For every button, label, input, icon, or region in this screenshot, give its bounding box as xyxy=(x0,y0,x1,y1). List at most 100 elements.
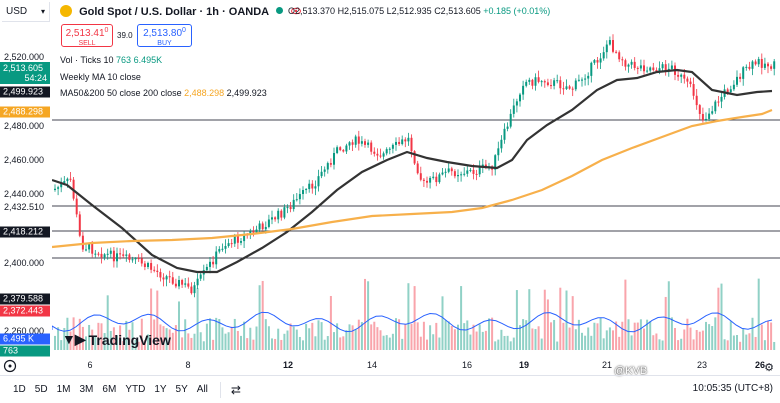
volume-bar xyxy=(701,330,704,350)
candle-body xyxy=(221,248,224,250)
volume-bar xyxy=(336,323,339,350)
candle-body xyxy=(426,180,428,183)
range-3m-button[interactable]: 3M xyxy=(79,384,94,395)
candle-body xyxy=(577,79,580,81)
candle-body xyxy=(732,84,735,90)
range-5d-button[interactable]: 5D xyxy=(34,384,48,395)
volume-bar xyxy=(286,330,289,350)
plot-area[interactable] xyxy=(52,0,780,350)
candle-body xyxy=(509,113,512,127)
volume-bar xyxy=(305,323,308,350)
volume-bar xyxy=(453,329,456,350)
sell-button[interactable]: 2,513.410 SELL xyxy=(61,24,113,47)
volume-bar xyxy=(742,329,745,350)
volume-bar xyxy=(370,324,373,350)
candle-body xyxy=(701,113,704,121)
indicator-weekly-ma[interactable]: Weekly MA 10 close xyxy=(60,72,141,82)
indicator-volume[interactable]: Vol · Ticks 10 763 6.495K xyxy=(60,55,162,65)
volume-bar xyxy=(543,289,546,350)
volume-value: 763 xyxy=(116,55,132,65)
candle-body xyxy=(525,81,528,86)
candle-body xyxy=(63,181,66,184)
candle-body xyxy=(698,105,701,114)
currency-selector[interactable]: USD ▾ xyxy=(2,2,50,22)
volume-bar xyxy=(714,317,717,350)
candle-body xyxy=(441,172,444,175)
price-tick: 2,260.000 xyxy=(4,326,45,336)
volume-bar xyxy=(692,339,695,350)
range-1y-button[interactable]: 1Y xyxy=(154,384,167,395)
chart-settings-icon[interactable]: ⚙ xyxy=(764,362,774,374)
candle-body xyxy=(302,190,304,195)
timezone-settings-icon[interactable] xyxy=(3,359,17,373)
date-range-icon[interactable]: ⇄ xyxy=(230,382,241,397)
candle-body xyxy=(630,61,633,65)
volume-bar xyxy=(379,330,382,350)
volume-bar xyxy=(243,321,246,350)
candle-body xyxy=(212,261,215,265)
candle-body xyxy=(757,58,760,65)
ma200-line[interactable] xyxy=(52,108,773,249)
candle-body xyxy=(153,269,156,271)
candle-body xyxy=(286,207,289,209)
volume-bar xyxy=(432,334,435,350)
indicator-ma50-200[interactable]: MA50&200 50 close 200 close 2,488.298 2,… xyxy=(60,88,267,98)
range-1d-button[interactable]: 1D xyxy=(13,384,26,395)
sell-price: 2,513.41 xyxy=(65,28,105,39)
range-6m-button[interactable]: 6M xyxy=(102,384,117,395)
price-axis[interactable]: USD ▾ 2,520.000 2,480.000 2,460.000 2,44… xyxy=(0,0,52,375)
volume-bar xyxy=(351,325,354,350)
symbol-legend[interactable]: Gold Spot / U.S. Dollar · 1h · OANDA xyxy=(60,5,305,18)
candle-body xyxy=(227,243,230,247)
candle-body xyxy=(621,59,624,61)
candle-body xyxy=(729,89,732,93)
volume-bar xyxy=(277,328,280,350)
candle-body xyxy=(599,58,602,63)
volume-bar xyxy=(373,321,376,350)
volume-bar xyxy=(116,335,118,350)
volume-bar xyxy=(674,328,676,350)
volume-bar xyxy=(695,330,698,350)
candle-body xyxy=(432,176,435,178)
candle-body xyxy=(171,277,174,284)
ma50-line[interactable] xyxy=(52,68,773,274)
range-all-button[interactable]: All xyxy=(196,384,208,395)
range-1m-button[interactable]: 1M xyxy=(56,384,71,395)
tradingview-logo[interactable]: ▼▶ TradingView xyxy=(62,331,171,348)
candle-body xyxy=(329,163,332,165)
volume-bar xyxy=(726,340,729,350)
candle-body xyxy=(187,283,190,287)
candle-body xyxy=(546,82,549,86)
volume-bar xyxy=(429,325,432,350)
volume-bar xyxy=(236,330,239,350)
volume-bar xyxy=(525,320,528,350)
volume-bar xyxy=(271,338,273,350)
symbol-title: Gold Spot / U.S. Dollar · 1h · OANDA xyxy=(79,6,270,18)
volume-bar xyxy=(407,283,410,350)
eye-icon[interactable] xyxy=(291,6,302,16)
volume-bar xyxy=(605,330,608,350)
chart-canvas xyxy=(52,34,780,350)
candle-body xyxy=(484,164,487,167)
volume-bar xyxy=(661,340,664,350)
volume-bar xyxy=(109,330,112,350)
clock-timezone[interactable]: 10:05:35 (UTC+8) xyxy=(692,383,773,394)
volume-bar xyxy=(754,336,757,350)
volume-bar xyxy=(218,318,221,350)
volume-bar xyxy=(745,334,748,350)
candle-body xyxy=(125,254,128,256)
range-5y-button[interactable]: 5Y xyxy=(175,384,188,395)
candle-body xyxy=(66,178,69,182)
volume-bar xyxy=(295,329,298,350)
volume-bar xyxy=(258,285,261,350)
range-ytd-button[interactable]: YTD xyxy=(125,384,146,395)
time-axis[interactable]: 6 8 12 14 16 19 21 23 26 xyxy=(52,357,780,375)
candle-body xyxy=(326,163,329,170)
volume-bar xyxy=(556,341,559,350)
volume-bar xyxy=(599,318,602,350)
volume-bar xyxy=(763,340,766,350)
candle-body xyxy=(320,171,323,177)
volume-bar xyxy=(357,319,360,350)
buy-button[interactable]: 2,513.800 BUY xyxy=(137,24,192,47)
